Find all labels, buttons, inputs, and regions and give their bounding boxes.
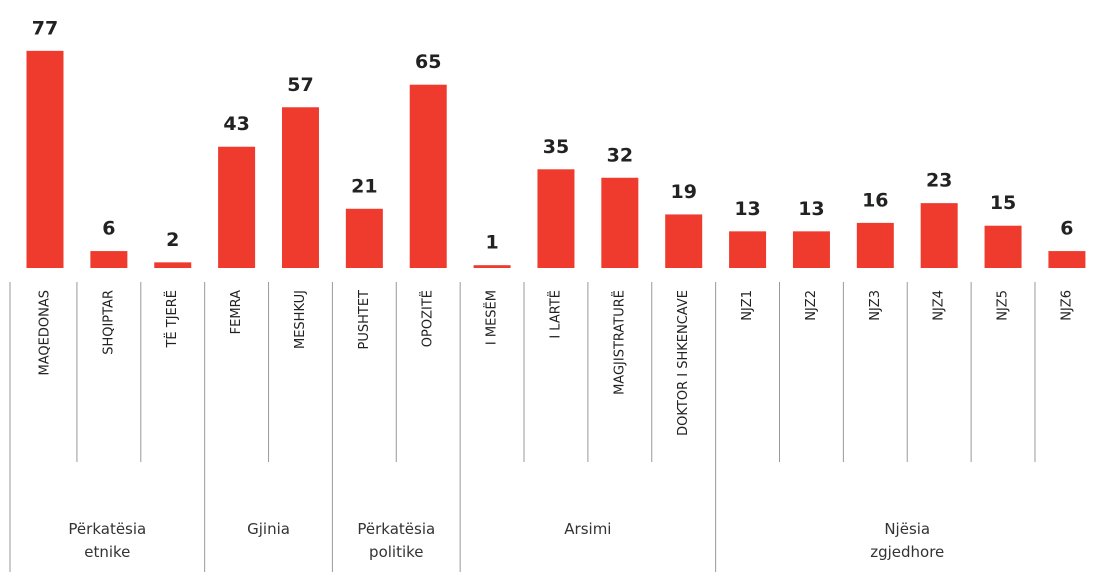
value-label: 2 [166, 229, 179, 251]
value-label: 43 [223, 113, 249, 135]
value-label: 32 [607, 144, 633, 166]
category-label: TË TJERË [164, 290, 180, 349]
bar [154, 262, 192, 268]
value-label: 6 [1060, 218, 1073, 240]
value-label: 35 [543, 136, 569, 158]
value-label: 23 [926, 170, 952, 192]
bar [409, 84, 447, 268]
category-label: PUSHTET [357, 290, 372, 350]
value-label: 13 [798, 198, 824, 220]
bar [984, 225, 1022, 268]
bar [90, 251, 128, 268]
group-label: Arsimi [564, 520, 612, 538]
category-label: NJZ5 [996, 290, 1011, 321]
value-label: 13 [734, 198, 760, 220]
value-label: 6 [102, 218, 115, 240]
bar [920, 203, 958, 268]
value-label: 65 [415, 51, 441, 73]
bar [26, 50, 64, 268]
bar [281, 107, 319, 268]
category-label: NJZ1 [740, 290, 755, 321]
group-label: Përkatësia etnike [68, 520, 147, 561]
category-label: SHQIPTAR [101, 290, 116, 355]
bar [1048, 251, 1086, 268]
category-label: MESHKUJ [293, 290, 308, 349]
bar [537, 169, 575, 268]
value-label: 1 [485, 232, 498, 254]
category-label: I MESËM [484, 290, 500, 345]
value-label: 57 [287, 74, 313, 96]
value-label: 77 [32, 17, 58, 39]
bar [856, 222, 894, 268]
category-label: OPOZITË [420, 290, 436, 347]
value-label: 19 [670, 181, 696, 203]
category-label: MAQEDONAS [38, 290, 53, 375]
value-label: 15 [990, 192, 1016, 214]
category-label: NJZ6 [1059, 290, 1074, 321]
category-label: DOKTOR I SHKENCAVE [676, 290, 691, 436]
group-label: Gjinia [247, 520, 290, 538]
bar [218, 146, 256, 268]
category-label: I LARTË [547, 290, 563, 339]
group-label: Njësia zgjedhore [870, 520, 945, 561]
category-label: FEMRA [229, 290, 244, 334]
bar [473, 265, 511, 268]
category-label: MAGJISTRATURË [611, 290, 627, 395]
value-label: 21 [351, 175, 377, 197]
bar [601, 177, 639, 268]
bar [665, 214, 703, 268]
category-label: NJZ4 [932, 290, 947, 321]
group-label: Përkatësia politike [357, 520, 436, 561]
value-label: 16 [862, 189, 888, 211]
bar [729, 231, 767, 268]
bar [792, 231, 830, 268]
category-label: NJZ2 [804, 290, 819, 321]
category-label: NJZ3 [868, 290, 883, 321]
bar [345, 208, 383, 268]
